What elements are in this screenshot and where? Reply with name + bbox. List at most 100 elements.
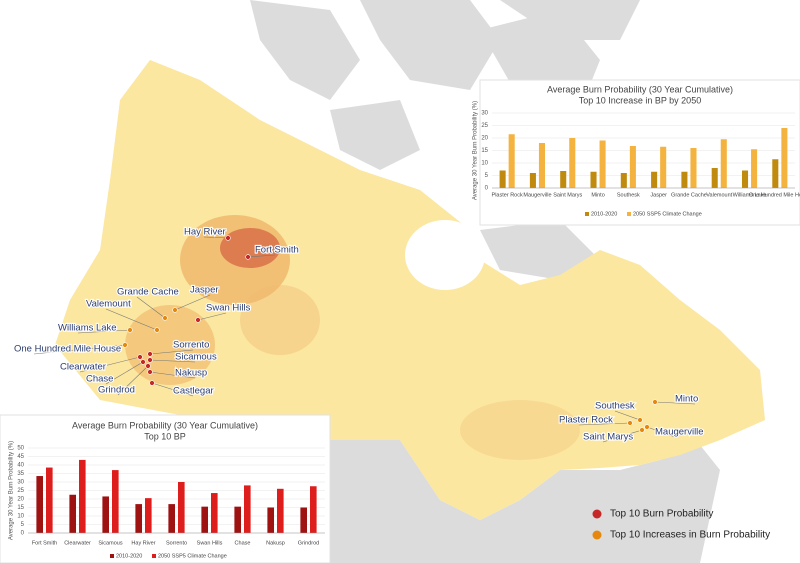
bar: [267, 507, 274, 533]
location-dot: [162, 315, 168, 321]
location-label: Valemount: [86, 299, 131, 310]
bar: [145, 498, 152, 533]
hudson-bay: [405, 220, 485, 290]
x-tick-label: Nakusp: [266, 540, 285, 546]
leader-line: [79, 356, 141, 373]
location-dot: [127, 327, 133, 333]
x-tick-label: Jasper: [650, 192, 667, 198]
x-tick-label: Minto: [591, 192, 604, 198]
location-label: Sorrento: [173, 340, 209, 351]
y-tick-label: 0: [21, 531, 25, 537]
bar: [244, 485, 251, 533]
burn-hotspots: [125, 215, 580, 460]
location-label: One Hundred Mile House: [14, 344, 121, 355]
bar: [46, 467, 53, 533]
location-label: Minto: [675, 394, 698, 405]
location-dot: [637, 417, 643, 423]
x-tick-label: Plaster Rock: [492, 192, 523, 198]
location-label: Clearwater: [60, 362, 106, 373]
chart-panel: [0, 414, 331, 563]
location-dot: [149, 380, 155, 386]
leader-line: [149, 371, 196, 379]
x-tick-label: Sicamous: [98, 540, 122, 546]
y-axis-label: Average 30 Year Burn Probability (%): [9, 441, 15, 540]
y-tick-label: 25: [481, 123, 488, 129]
x-tick-label: Grindrod: [298, 540, 319, 546]
leader-line: [646, 426, 676, 438]
bar: [651, 171, 658, 188]
leader-line: [578, 422, 631, 426]
x-tick-label: Williams Lake: [733, 192, 767, 198]
x-tick-label: Southesk: [617, 192, 640, 198]
bar: [499, 170, 506, 188]
bar: [720, 139, 727, 188]
bar: [310, 486, 317, 533]
leader-line: [654, 401, 696, 405]
hotspot: [220, 228, 280, 268]
map-markers: Hay River Fort Smith Swan Hills SorrentoSic…: [13, 225, 705, 443]
location-label: Swan Hills: [206, 303, 251, 314]
location-dot: [145, 363, 151, 369]
x-tick-label: Fort Smith: [32, 540, 57, 546]
chart-title: Average Burn Probability (30 Year Cumula…: [547, 84, 733, 94]
legend-label: 2050 SSP5 Climate Change: [158, 553, 227, 559]
bar: [234, 506, 241, 533]
bar: [741, 170, 749, 188]
x-tick-label: Chase: [235, 540, 251, 546]
legend-swatch: [152, 554, 156, 558]
legend-label: Top 10 Burn Probability: [610, 509, 713, 520]
location-label: Grindrod: [98, 385, 135, 396]
y-tick-label: 25: [17, 488, 24, 494]
chart-top-increase: Average Burn Probability (30 Year Cumula…: [473, 79, 800, 226]
legend-swatch: [627, 212, 631, 216]
y-tick-label: 15: [481, 148, 488, 154]
location-dot: [147, 357, 153, 363]
x-tick-label: One Hundred Mile House: [749, 192, 800, 198]
leader-line: [614, 410, 641, 421]
x-tick-label: Hay River: [131, 540, 155, 546]
leader-line: [105, 361, 144, 385]
leader-line: [197, 312, 227, 321]
location-label: Williams Lake: [58, 323, 117, 334]
bar: [569, 138, 576, 188]
y-tick-label: 30: [17, 480, 24, 486]
bar: [178, 482, 185, 533]
location-dot: [245, 254, 251, 260]
y-tick-label: 10: [481, 161, 488, 167]
island: [330, 100, 420, 170]
bar: [508, 134, 515, 188]
y-tick-label: 30: [481, 111, 488, 117]
x-tick-label: Maugerville: [523, 192, 551, 198]
bar: [69, 494, 76, 533]
legend-dot: [592, 530, 602, 540]
bar: [112, 470, 119, 533]
location-dot: [154, 327, 160, 333]
map-legend: Top 10 Burn Probability Top 10 Increases …: [592, 509, 770, 541]
leader-line: [602, 429, 643, 443]
bar: [781, 128, 788, 188]
bar: [79, 459, 86, 533]
x-tick-label: Swan Hills: [197, 540, 223, 546]
island: [480, 220, 600, 280]
y-tick-label: 40: [17, 463, 24, 469]
x-tick-label: Sorrento: [166, 540, 187, 546]
leader-line: [203, 236, 229, 239]
location-dot: [225, 235, 231, 241]
location-dot: [644, 424, 650, 430]
chart-panel: [479, 79, 800, 226]
chart-subtitle: Top 10 BP: [144, 431, 186, 441]
bar: [201, 506, 208, 533]
bar: [620, 173, 627, 188]
leader-line: [149, 349, 194, 355]
y-tick-label: 15: [17, 505, 24, 511]
location-dot: [140, 359, 146, 365]
leader-line: [105, 308, 158, 331]
location-dot: [147, 351, 153, 357]
location-dot: [147, 369, 153, 375]
hotspot: [240, 285, 320, 355]
y-tick-label: 20: [481, 136, 488, 142]
chart-top-bp: Average Burn Probability (30 Year Cumula…: [0, 414, 331, 563]
bar: [300, 507, 307, 533]
location-label: Hay River: [184, 227, 226, 238]
